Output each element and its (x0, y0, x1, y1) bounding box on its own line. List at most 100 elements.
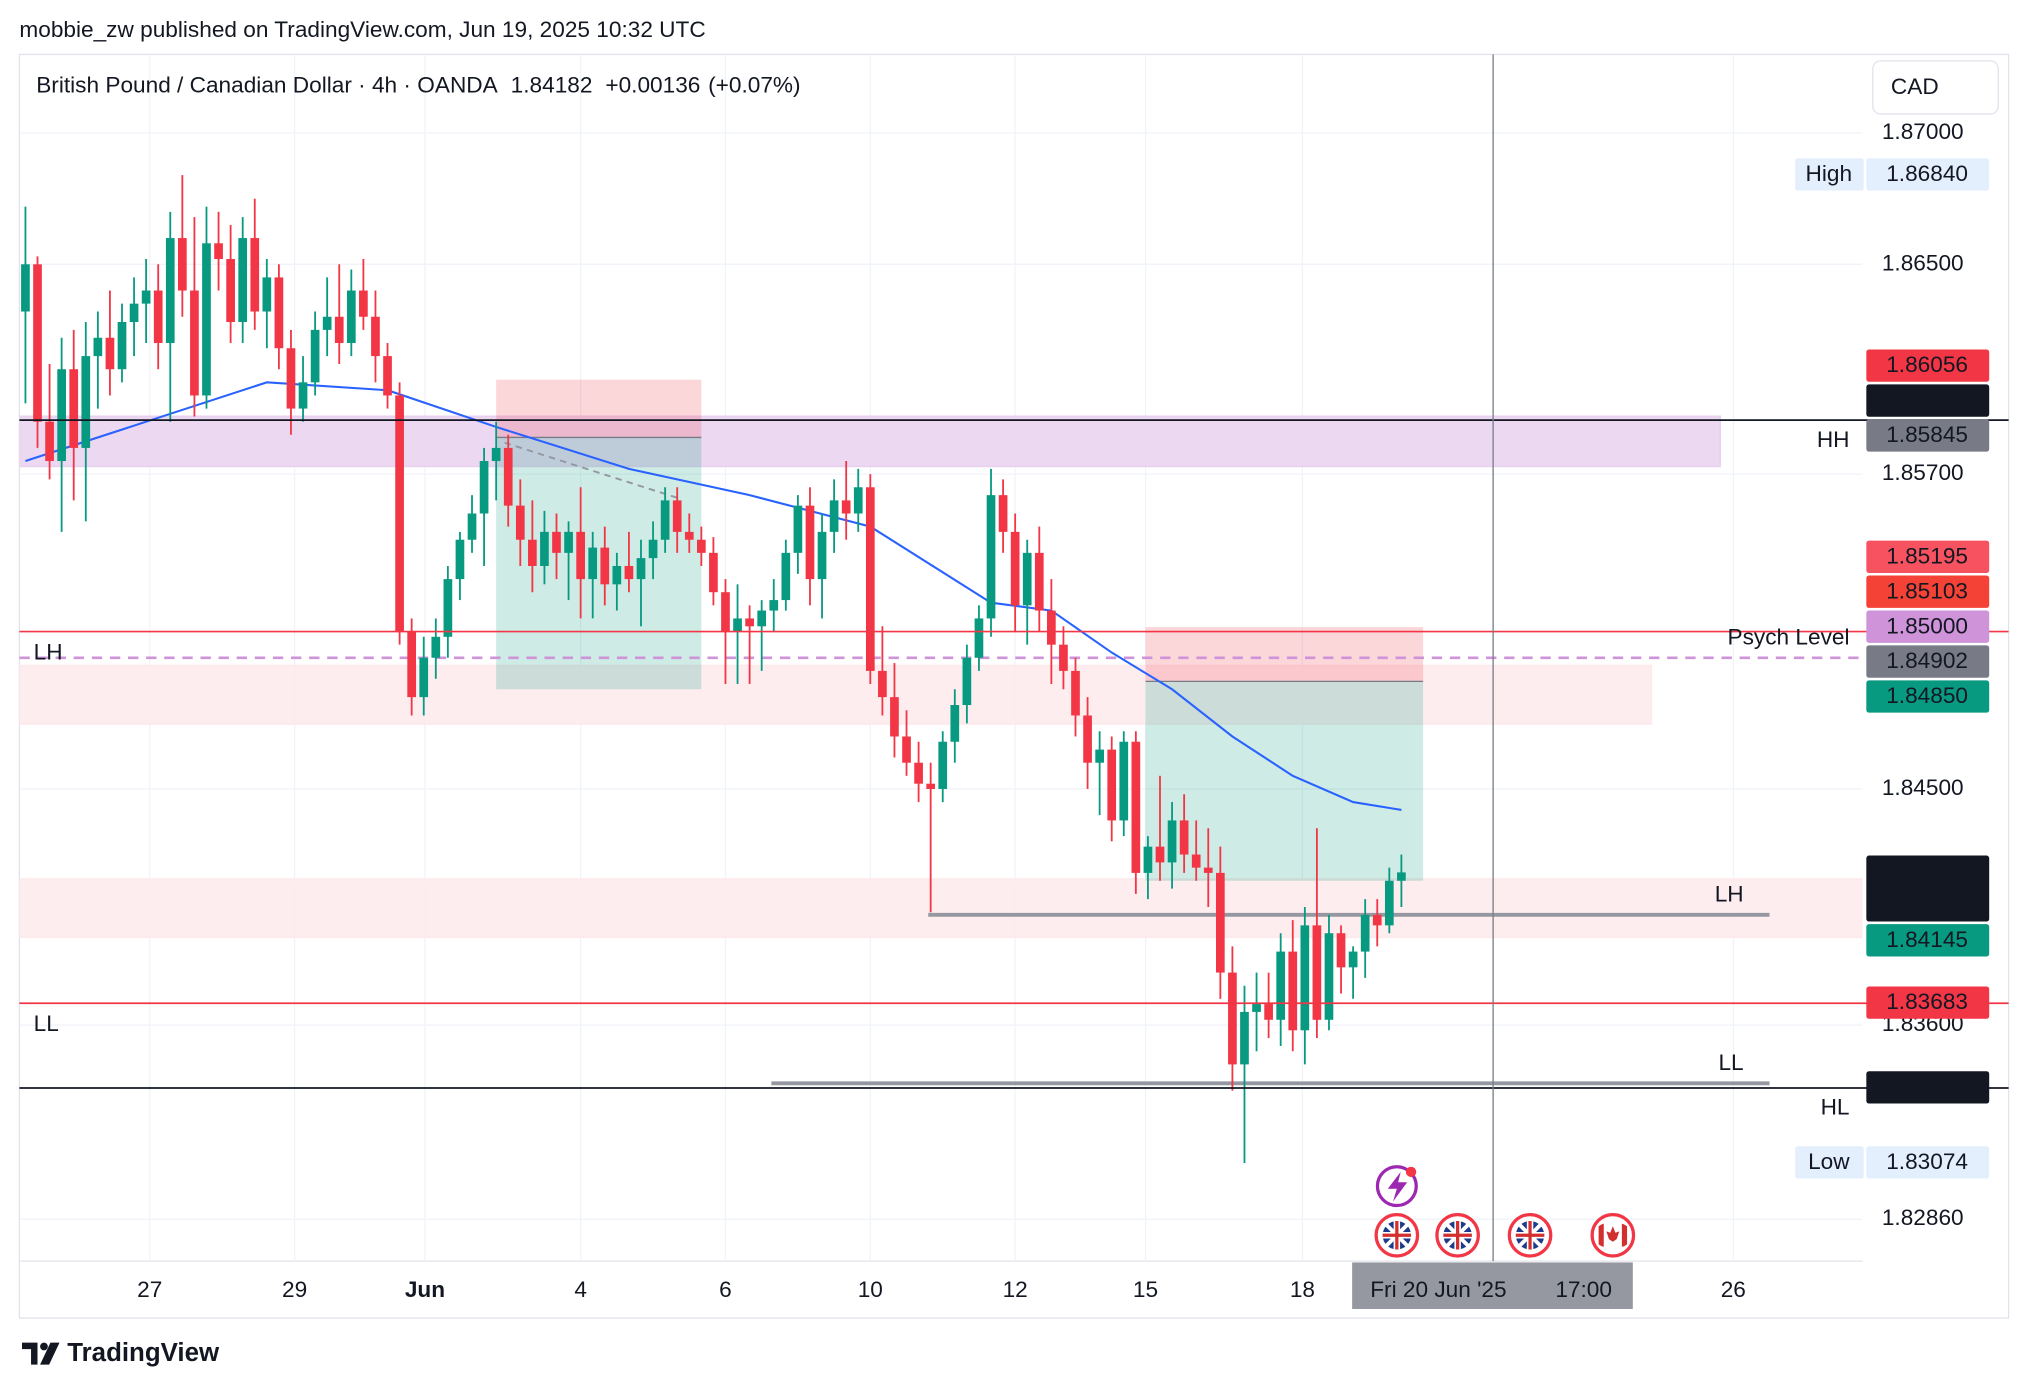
brand: TradingView (67, 1339, 220, 1367)
level-label: HH (1817, 427, 1850, 452)
candle-body (974, 618, 984, 658)
crosshair-label-box (1352, 1262, 1633, 1309)
candle-body (359, 290, 368, 317)
candle-body (1240, 1011, 1249, 1065)
candle-body (902, 736, 911, 763)
candle-body (1228, 972, 1237, 1065)
y-tick-label: 1.86500 (1882, 250, 1964, 275)
candle-body (878, 670, 887, 698)
candle-body (395, 395, 404, 632)
candle-body (696, 539, 706, 553)
candle-body (998, 495, 1008, 532)
candle-body (1095, 749, 1104, 763)
price-label-box (1866, 680, 1990, 713)
plot (19, 175, 1863, 1164)
candle-body (890, 697, 899, 737)
y-tick-label: 1.82860 (1882, 1205, 1964, 1230)
price-label-name-box (1795, 1146, 1864, 1179)
candle-body (346, 290, 356, 343)
price-label-name: Low (1808, 1149, 1850, 1174)
candle-body (129, 303, 139, 323)
candle-body (1034, 552, 1044, 611)
flag-gb[interactable] (1507, 1212, 1553, 1258)
x-tick-label: 10 (858, 1277, 883, 1302)
candle-body (214, 243, 223, 260)
brand-logo (21, 1342, 60, 1365)
y-tick-label: 1.85700 (1882, 460, 1964, 485)
candle-body (1131, 741, 1141, 873)
candle-body (745, 618, 754, 627)
candle-body (503, 447, 513, 506)
price-label-box (1866, 610, 1990, 643)
candle-body (793, 505, 803, 553)
price-label: 1.85103 (1886, 578, 1968, 603)
candle-body (1264, 1004, 1273, 1020)
last-price: 1.84182 (511, 73, 593, 98)
candle-body (781, 552, 791, 601)
candle-body (950, 705, 960, 742)
candle-body (1324, 933, 1334, 1020)
level-label: HL (1821, 1095, 1850, 1120)
overlay: 1.870001.865001.857001.845001.836001.828… (19, 54, 2009, 1309)
candle-body (455, 539, 465, 580)
candle-body (165, 238, 175, 343)
candle-body (407, 631, 417, 698)
price-label-box (1866, 1146, 1990, 1179)
currency[interactable]: CAD (1891, 74, 1939, 99)
candle-body (371, 316, 380, 357)
level-label: LH (1715, 881, 1744, 906)
flag-gb[interactable] (1374, 1212, 1420, 1258)
candle-body (1071, 670, 1080, 716)
x-tick-label: 4 (574, 1277, 587, 1302)
zone (19, 415, 1721, 468)
candle-body (190, 290, 199, 396)
candle-body (564, 531, 573, 553)
candle-body (1167, 820, 1177, 863)
x-tick-label: 18 (1290, 1277, 1315, 1302)
candle-body (419, 657, 429, 698)
price-label-box (1866, 419, 1990, 452)
x-tick-label: 27 (137, 1277, 162, 1302)
price-label-box (1866, 645, 1990, 678)
price-label-box (1866, 575, 1990, 608)
candle-body (829, 500, 839, 532)
candle-body (286, 348, 296, 409)
candle-body (1179, 820, 1189, 855)
crosshair-time: 17:00 (1555, 1277, 1612, 1302)
price-label: 1.83360 (1886, 1074, 1968, 1099)
level-label: LH (34, 640, 63, 665)
candle-body (672, 500, 682, 532)
x-tick-label: 29 (282, 1277, 307, 1302)
candle-body (1119, 741, 1129, 821)
level-label: LL (34, 1011, 59, 1036)
candle-body (443, 579, 453, 637)
candle-body (1384, 880, 1394, 926)
price-label-box (1866, 158, 1990, 191)
symbol-title: British Pound / Canadian Dollar · 4h · O… (36, 73, 498, 98)
candle-body (383, 356, 392, 396)
currency-box[interactable] (1872, 60, 1999, 115)
candle-body (177, 238, 187, 291)
candle-body (262, 277, 272, 312)
flag-ca[interactable] (1590, 1212, 1636, 1258)
price-label-name: High (1806, 161, 1853, 186)
candle-body (1143, 846, 1153, 873)
candle-body (1397, 872, 1406, 881)
candle-body (515, 505, 525, 540)
candle-body (552, 531, 561, 553)
zone (19, 664, 1653, 725)
price-label: 1.83683 (1886, 989, 1968, 1014)
price-label-box (1866, 349, 1990, 382)
candle-body (334, 316, 344, 343)
candle-body (576, 531, 585, 580)
candle-body (298, 382, 308, 409)
candle-body (1022, 552, 1032, 606)
candle-body (733, 618, 742, 632)
event-glyph (1387, 1171, 1408, 1202)
flag-gb[interactable] (1435, 1212, 1480, 1258)
candle-body (721, 592, 730, 632)
event-dot (1405, 1166, 1417, 1178)
price-label: 1.85195 (1886, 543, 1968, 568)
